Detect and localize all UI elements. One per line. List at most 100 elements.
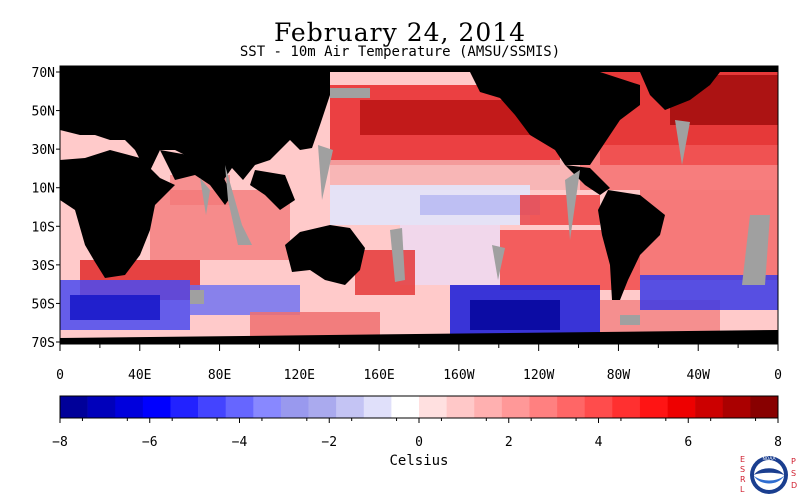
- greenland-land: [640, 72, 720, 110]
- south-pacific-light: [400, 225, 500, 285]
- lon-label: 160E: [363, 368, 394, 383]
- swath-southern-2: [620, 315, 640, 325]
- colorbar-segment: [225, 396, 254, 418]
- longitude-ticks: 0 40E 80E 120E 160E 160W 120W 80W 40W 0: [56, 344, 782, 383]
- esrl-vertical-text: E S R L: [740, 455, 746, 494]
- colorbar-segment: [474, 396, 503, 418]
- swath-indian-west: [200, 178, 210, 215]
- colorbar-segment: [115, 396, 144, 418]
- southern-ocean-cool-pacific-strong: [470, 300, 560, 330]
- lon-label: 160W: [443, 368, 474, 383]
- colorbar-tick-label: 6: [684, 435, 692, 450]
- colorbar-segment: [363, 396, 392, 418]
- north-atlantic-subtropic: [580, 145, 778, 190]
- lat-label: 10S: [32, 220, 55, 235]
- colorbar-segment: [87, 396, 116, 418]
- psd-letter-d: D: [791, 481, 797, 490]
- lat-label: 30S: [32, 259, 55, 274]
- southern-ocean-cool-west-strong: [70, 295, 160, 320]
- colorbar-segment: [336, 396, 365, 418]
- swath-arctic: [330, 88, 370, 98]
- swath-atlantic-north: [565, 170, 580, 240]
- colorbar-segment: [253, 396, 282, 418]
- colorbar-tick-label: 0: [415, 435, 423, 450]
- map-subtitle: SST - 10m Air Temperature (AMSU/SSMIS): [239, 44, 561, 60]
- lon-label: 120E: [284, 368, 315, 383]
- colorbar-segment: [557, 396, 585, 418]
- lat-label: 30N: [32, 143, 55, 158]
- lon-label: 40W: [686, 368, 710, 383]
- colorbar-segment: [280, 396, 309, 418]
- colorbar-segment: [639, 396, 668, 418]
- colorbar-segment: [750, 396, 779, 418]
- colorbar-segment: [308, 396, 337, 418]
- southeast-asia-land: [250, 170, 295, 210]
- swath-pacific-central: [390, 228, 405, 282]
- colorbar-tick-label: −6: [142, 435, 158, 450]
- colorbar-tick-label: −8: [52, 435, 68, 450]
- tropical-east-pacific-warm: [520, 195, 600, 225]
- sst-field: [60, 66, 778, 344]
- esrl-letter-s: S: [740, 465, 745, 474]
- swath-pacific-east: [492, 245, 505, 280]
- colorbar-segment: [584, 396, 613, 418]
- colorbar-segment: [446, 396, 475, 418]
- south-america-land: [598, 190, 665, 300]
- antarctica-land: [60, 330, 778, 344]
- colorbar-segment: [142, 396, 171, 418]
- swath-pacific-west: [318, 145, 333, 200]
- colorbar-tick-label: 4: [595, 435, 603, 450]
- southern-ocean-cool-central: [190, 285, 300, 315]
- colorbar-segment: [501, 396, 530, 418]
- swath-atlantic-central: [675, 120, 690, 165]
- esrl-letter-l: L: [740, 485, 745, 494]
- lon-label: 80W: [607, 368, 631, 383]
- psd-vertical-text: P S D: [791, 457, 797, 490]
- lat-label: 10N: [32, 182, 55, 197]
- lat-label: 70S: [32, 336, 55, 351]
- colorbar-segment: [612, 396, 641, 418]
- colorbar: −8 −6 −4 −2 0 2 4 6 8 Celsius: [52, 395, 782, 469]
- lat-label: 70N: [32, 66, 55, 81]
- colorbar-tick-label: 8: [774, 435, 782, 450]
- noaa-emblem-text: NOAA: [762, 456, 776, 462]
- colorbar-segment: [695, 396, 724, 418]
- map-title: February 24, 2014: [273, 18, 527, 47]
- arabia-india-land: [160, 150, 232, 205]
- colorbar-unit-label: Celsius: [389, 453, 448, 469]
- psd-letter-p: P: [791, 457, 796, 466]
- land: [60, 66, 778, 344]
- noaa-emblem-icon: NOAA: [750, 456, 788, 494]
- polar-north-land: [60, 66, 778, 72]
- colorbar-tick-label: −2: [321, 435, 337, 450]
- africa-land: [60, 150, 175, 278]
- north-america-land: [470, 72, 640, 165]
- missing-data: [190, 88, 770, 325]
- psd-letter-s: S: [791, 469, 796, 478]
- esrl-letter-r: R: [740, 475, 746, 484]
- lat-label: 50N: [32, 105, 55, 120]
- lat-label: 50S: [32, 297, 55, 312]
- tasman-warm: [355, 250, 415, 295]
- colorbar-segment: [170, 396, 199, 418]
- colorbar-tick-label: −4: [232, 435, 248, 450]
- swath-atlantic-south: [742, 215, 770, 285]
- colorbar-segment: [529, 396, 558, 418]
- latitude-ticks: 70N 50N 30N 10N 10S 30S 50S 70S: [32, 66, 60, 351]
- colorbar-segment: [391, 396, 420, 418]
- north-pacific-strong-warm: [360, 100, 530, 135]
- australia-land: [285, 225, 365, 285]
- lon-label: 40E: [128, 368, 151, 383]
- lon-label: 80E: [208, 368, 231, 383]
- lon-label: 0: [56, 368, 64, 383]
- tropical-pacific-cool: [420, 195, 540, 215]
- colorbar-segment: [419, 396, 447, 418]
- colorbar-segment: [198, 396, 226, 418]
- colorbar-segment: [60, 396, 88, 418]
- colorbar-segment: [667, 396, 696, 418]
- colorbar-segment: [722, 396, 751, 418]
- europe-asia-land: [60, 72, 330, 185]
- esrl-letter-e: E: [740, 455, 745, 464]
- lon-label: 120W: [523, 368, 554, 383]
